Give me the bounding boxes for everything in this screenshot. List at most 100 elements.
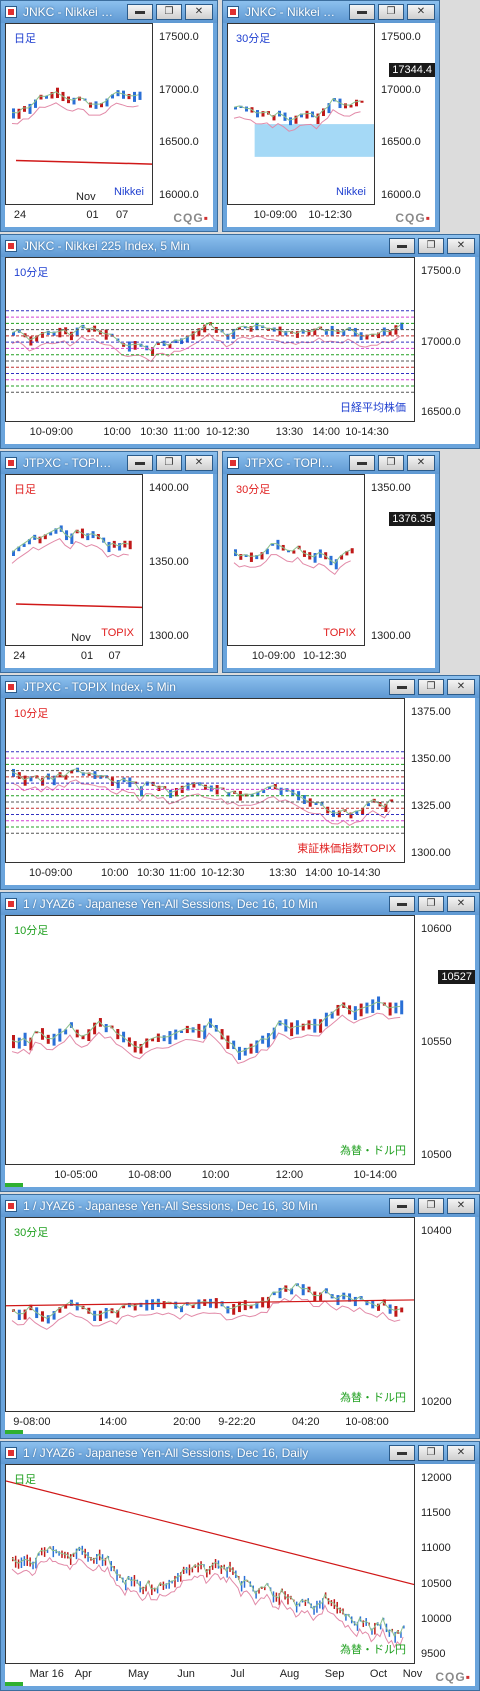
price-axis[interactable]: 12000 11500 11000 10500 10000 9500 xyxy=(415,1464,475,1664)
title-bar[interactable]: JTPXC - TOPIX In... ▬❐✕ xyxy=(1,452,217,474)
close-button[interactable]: ✕ xyxy=(185,4,213,20)
highlight-zone xyxy=(254,124,374,157)
candle xyxy=(17,108,21,119)
price-axis[interactable]: 1375.00 1350.00 1325.00 1300.00 xyxy=(405,698,475,863)
chart-window-topix-30min[interactable]: JTPXC - TOPIX Ind...▬❐✕30分足TOPIX1350.001… xyxy=(222,451,440,673)
close-button[interactable]: ✕ xyxy=(407,4,435,20)
restore-button[interactable]: ❐ xyxy=(418,679,444,695)
timeframe-label: 10分足 xyxy=(14,267,49,279)
close-button[interactable]: ✕ xyxy=(447,896,475,912)
price-plot[interactable]: 日足 Nikkei xyxy=(5,23,153,205)
price-axis[interactable]: 17500.0 17000.0 16500.0 16000.0 xyxy=(153,23,213,205)
title-bar[interactable]: JNKC - Nikkei 2... ▬ ❐ ✕ xyxy=(1,1,217,23)
app-menu-icon[interactable] xyxy=(5,1200,17,1212)
time-axis[interactable]: 10-05:00 10-08:00 10:00 12:00 10-14:00 xyxy=(5,1164,415,1187)
time-axis[interactable]: Mar 16 Apr May Jun Jul Aug Sep Oct Nov xyxy=(5,1663,422,1686)
price-plot[interactable]: 10分足 為替・ドル円 xyxy=(5,915,415,1165)
restore-button[interactable]: ❐ xyxy=(418,896,444,912)
minimize-button[interactable]: ▬ xyxy=(389,1198,415,1214)
time-axis[interactable]: 24 01 07 Nov xyxy=(5,191,153,227)
candle xyxy=(96,1553,98,1565)
app-menu-icon[interactable] xyxy=(5,681,17,693)
minimize-button[interactable]: ▬ xyxy=(127,4,153,20)
price-plot[interactable]: 30分足 為替・ドル円 xyxy=(5,1217,415,1412)
app-menu-icon[interactable] xyxy=(227,6,239,18)
app-menu-icon[interactable] xyxy=(5,240,17,252)
moving-average-line xyxy=(11,91,139,114)
candlestick-series xyxy=(233,98,374,157)
chart-window-topix-daily[interactable]: JTPXC - TOPIX In... ▬❐✕ 日足 TOPIX 1400.00 1350… xyxy=(0,451,218,673)
restore-button[interactable]: ❐ xyxy=(156,4,182,20)
title-bar[interactable]: 1 / JYAZ6 - Japanese Yen-All Sessions, D… xyxy=(1,1195,479,1217)
candle xyxy=(75,1548,78,1560)
candle xyxy=(130,1576,133,1587)
close-button[interactable]: ✕ xyxy=(447,1445,475,1461)
close-button[interactable]: ✕ xyxy=(447,1198,475,1214)
moving-average-line xyxy=(11,1283,401,1319)
price-axis[interactable]: 10400 10200 xyxy=(415,1217,475,1412)
app-menu-icon[interactable] xyxy=(5,6,17,18)
chart-window-nikkei-daily[interactable]: JNKC - Nikkei 2... ▬ ❐ ✕ 日足 Nikkei 17500.0 1700… xyxy=(0,0,218,232)
title-bar[interactable]: JTPXC - TOPIX Ind... ▬❐✕ xyxy=(223,452,439,474)
chart-window-yen-daily[interactable]: 1 / JYAZ6 - Japanese Yen-All Sessions, D… xyxy=(0,1441,480,1691)
time-axis[interactable]: 10-09:00 10:00 10:30 11:00 10-12:30 13:30 14:0… xyxy=(5,862,405,885)
restore-button[interactable]: ❐ xyxy=(418,238,444,254)
title-bar[interactable]: 1 / JYAZ6 - Japanese Yen-All Sessions, D… xyxy=(1,1442,479,1464)
price-axis[interactable]: 10600 10550 10500 10527 xyxy=(415,915,475,1165)
price-axis[interactable]: 1350.00 1300.00 1376.35 xyxy=(365,474,435,646)
restore-button[interactable]: ❐ xyxy=(378,455,404,471)
candle xyxy=(78,96,81,101)
chart-window-nikkei-30min[interactable]: JNKC - Nikkei 225... ▬❐✕ 30分足 Nikkei 17500.0… xyxy=(222,0,440,232)
app-menu-icon[interactable] xyxy=(5,1447,17,1459)
chart-window-yen-10min[interactable]: 1 / JYAZ6 - Japanese Yen-All Sessions, D… xyxy=(0,892,480,1192)
candle xyxy=(305,110,309,119)
title-bar[interactable]: JNKC - Nikkei 225... ▬❐✕ xyxy=(223,1,439,23)
price-axis[interactable]: 17500.0 17000.0 16500.0 xyxy=(415,257,475,422)
close-button[interactable]: ✕ xyxy=(447,238,475,254)
time-tick-label: 10:00 xyxy=(103,426,131,438)
candle xyxy=(50,92,54,99)
timeframe-label: 日足 xyxy=(14,1474,36,1486)
minimize-button[interactable]: ▬ xyxy=(389,1445,415,1461)
candle xyxy=(123,540,127,548)
restore-button[interactable]: ❐ xyxy=(418,1198,444,1214)
minimize-button[interactable]: ▬ xyxy=(349,455,375,471)
minimize-button[interactable]: ▬ xyxy=(389,238,415,254)
restore-button[interactable]: ❐ xyxy=(156,455,182,471)
time-axis[interactable]: 10-09:00 10-12:30 xyxy=(227,204,375,227)
time-axis[interactable]: 10-09:00 10-12:30 xyxy=(227,645,365,668)
app-menu-icon[interactable] xyxy=(227,457,239,469)
candle xyxy=(292,550,296,554)
minimize-button[interactable]: ▬ xyxy=(127,455,153,471)
price-axis[interactable]: 17500.0 17000.0 16500.0 16000.0 17344.4 xyxy=(375,23,435,205)
time-axis[interactable]: 24 01 07 Nov xyxy=(5,632,143,668)
chart-window-yen-30min[interactable]: 1 / JYAZ6 - Japanese Yen-All Sessions, D… xyxy=(0,1194,480,1439)
price-plot[interactable]: 30分足 TOPIX xyxy=(227,474,365,646)
title-bar[interactable]: JTPXC - TOPIX Index, 5 Min ▬ ❐ ✕ xyxy=(1,676,479,698)
time-axis[interactable]: 10-09:00 10:00 10:30 11:00 10-12:30 13:30 14:0… xyxy=(5,421,415,444)
time-axis[interactable]: 9-08:00 14:00 20:00 9-22:20 04:20 10-08:00 xyxy=(5,1411,415,1434)
price-plot[interactable]: 10分足 東証株価指数TOPIX xyxy=(5,698,405,863)
chart-window-nikkei-10min[interactable]: JNKC - Nikkei 225 Index, 5 Min ▬ ❐ ✕ 10分足 日経平… xyxy=(0,234,480,449)
price-plot[interactable]: 日足 為替・ドル円 xyxy=(5,1464,415,1664)
minimize-button[interactable]: ▬ xyxy=(389,679,415,695)
title-bar[interactable]: 1 / JYAZ6 - Japanese Yen-All Sessions, D… xyxy=(1,893,479,915)
close-button[interactable]: ✕ xyxy=(185,455,213,471)
chart-window-topix-10min[interactable]: JTPXC - TOPIX Index, 5 Min ▬ ❐ ✕ 10分足 東証株価指数T… xyxy=(0,675,480,890)
app-menu-icon[interactable] xyxy=(5,457,17,469)
price-plot[interactable]: 30分足 Nikkei xyxy=(227,23,375,205)
close-button[interactable]: ✕ xyxy=(407,455,435,471)
restore-button[interactable]: ❐ xyxy=(418,1445,444,1461)
candle xyxy=(232,1303,236,1315)
price-plot[interactable]: 10分足 日経平均株価 xyxy=(5,257,415,422)
price-axis[interactable]: 1400.00 1350.00 1300.00 xyxy=(143,474,213,646)
price-plot[interactable]: 日足 TOPIX xyxy=(5,474,143,646)
candle xyxy=(151,1299,155,1310)
candle xyxy=(151,1038,155,1042)
restore-button[interactable]: ❐ xyxy=(378,4,404,20)
app-menu-icon[interactable] xyxy=(5,898,17,910)
minimize-button[interactable]: ▬ xyxy=(389,896,415,912)
minimize-button[interactable]: ▬ xyxy=(349,4,375,20)
title-bar[interactable]: JNKC - Nikkei 225 Index, 5 Min ▬ ❐ ✕ xyxy=(1,235,479,257)
close-button[interactable]: ✕ xyxy=(447,679,475,695)
